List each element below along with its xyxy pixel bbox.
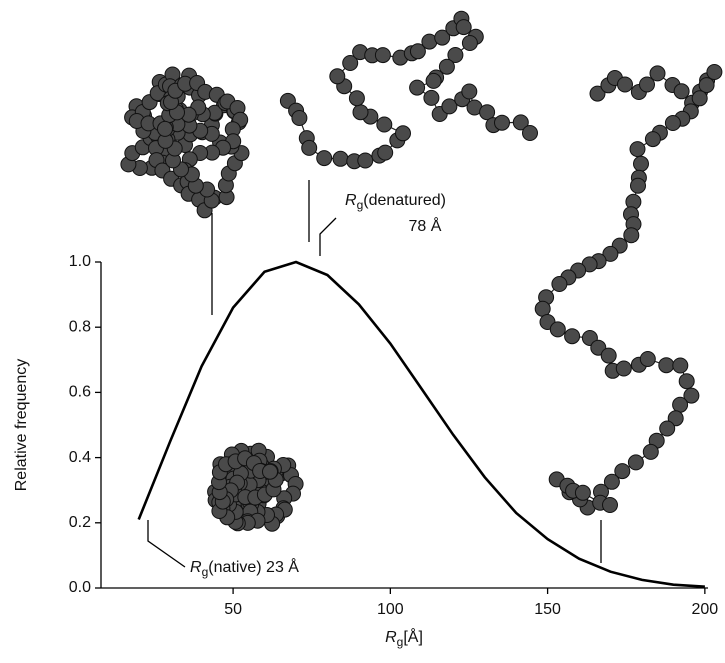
bead (342, 55, 359, 71)
annotation: Rg(native) 23 Å (190, 557, 299, 579)
x-tick-label: 50 (224, 601, 242, 618)
y-tick-label: 0.8 (69, 318, 91, 335)
bead (461, 83, 478, 100)
bead (672, 396, 689, 413)
bead (357, 152, 374, 169)
leader-line (319, 217, 337, 256)
bead (262, 463, 278, 480)
bead (494, 114, 510, 131)
annotation: 78 Å (409, 216, 442, 235)
x-tick-label: 100 (377, 601, 404, 618)
bead (706, 64, 723, 80)
bead (551, 276, 568, 292)
y-tick-label: 0.0 (69, 579, 91, 596)
bead (455, 19, 472, 36)
curve (137, 260, 705, 588)
bead (603, 473, 620, 490)
bead (658, 357, 675, 374)
bead (332, 150, 349, 167)
bead (479, 104, 496, 121)
y-tick-label: 1.0 (69, 253, 91, 270)
bead (374, 47, 391, 64)
y-tick-label: 0.2 (69, 514, 91, 531)
leader-lines (147, 180, 602, 568)
bead (574, 484, 591, 501)
y-tick-label: 0.6 (69, 384, 91, 401)
bead (441, 98, 458, 115)
bead (627, 454, 644, 471)
bead (329, 68, 346, 85)
bead (157, 120, 173, 137)
bead (409, 79, 426, 96)
bead (672, 357, 689, 374)
bead (376, 116, 393, 133)
x-axis-label: Rg[Å] (385, 627, 423, 649)
bead (409, 43, 426, 60)
bead (614, 463, 631, 480)
bead (639, 351, 656, 367)
bead (291, 110, 308, 126)
bead (352, 104, 369, 121)
bead (395, 125, 411, 142)
bead (698, 77, 715, 94)
bead (617, 76, 633, 93)
conformations (120, 10, 723, 532)
bead (589, 85, 606, 102)
x-tick-label: 150 (534, 601, 561, 618)
bead (664, 115, 681, 131)
annotation: Rg(denatured) (345, 192, 446, 212)
bead (348, 90, 365, 107)
bead (630, 177, 646, 194)
bead (644, 131, 661, 148)
y-axis-label: Relative frequency (13, 359, 30, 492)
y-tick-label: 0.4 (69, 449, 91, 466)
bead (301, 139, 318, 156)
bead (434, 29, 451, 46)
bead (649, 65, 666, 82)
bead (623, 227, 640, 244)
bead (691, 90, 708, 107)
bead (423, 89, 440, 106)
bead (659, 420, 676, 437)
bead (549, 321, 566, 338)
bead (564, 328, 581, 345)
chain-link (287, 17, 531, 162)
bead (316, 150, 333, 167)
bead (683, 387, 700, 404)
bead (512, 114, 529, 131)
bead (642, 443, 659, 460)
bead (602, 245, 619, 262)
bead (633, 155, 649, 172)
bead (447, 47, 464, 63)
bead (615, 360, 632, 377)
bead (673, 83, 690, 100)
bead (438, 58, 455, 75)
bead (425, 72, 442, 89)
leader-line (147, 520, 186, 568)
bead (678, 373, 695, 390)
x-tick-label: 200 (692, 601, 719, 618)
bead (522, 125, 538, 141)
bead (600, 347, 617, 364)
bead (667, 410, 684, 427)
bead (602, 497, 618, 513)
bead (639, 76, 655, 93)
bead (377, 144, 394, 161)
bead (629, 141, 646, 158)
bead (461, 35, 478, 51)
chain-link (542, 71, 715, 509)
